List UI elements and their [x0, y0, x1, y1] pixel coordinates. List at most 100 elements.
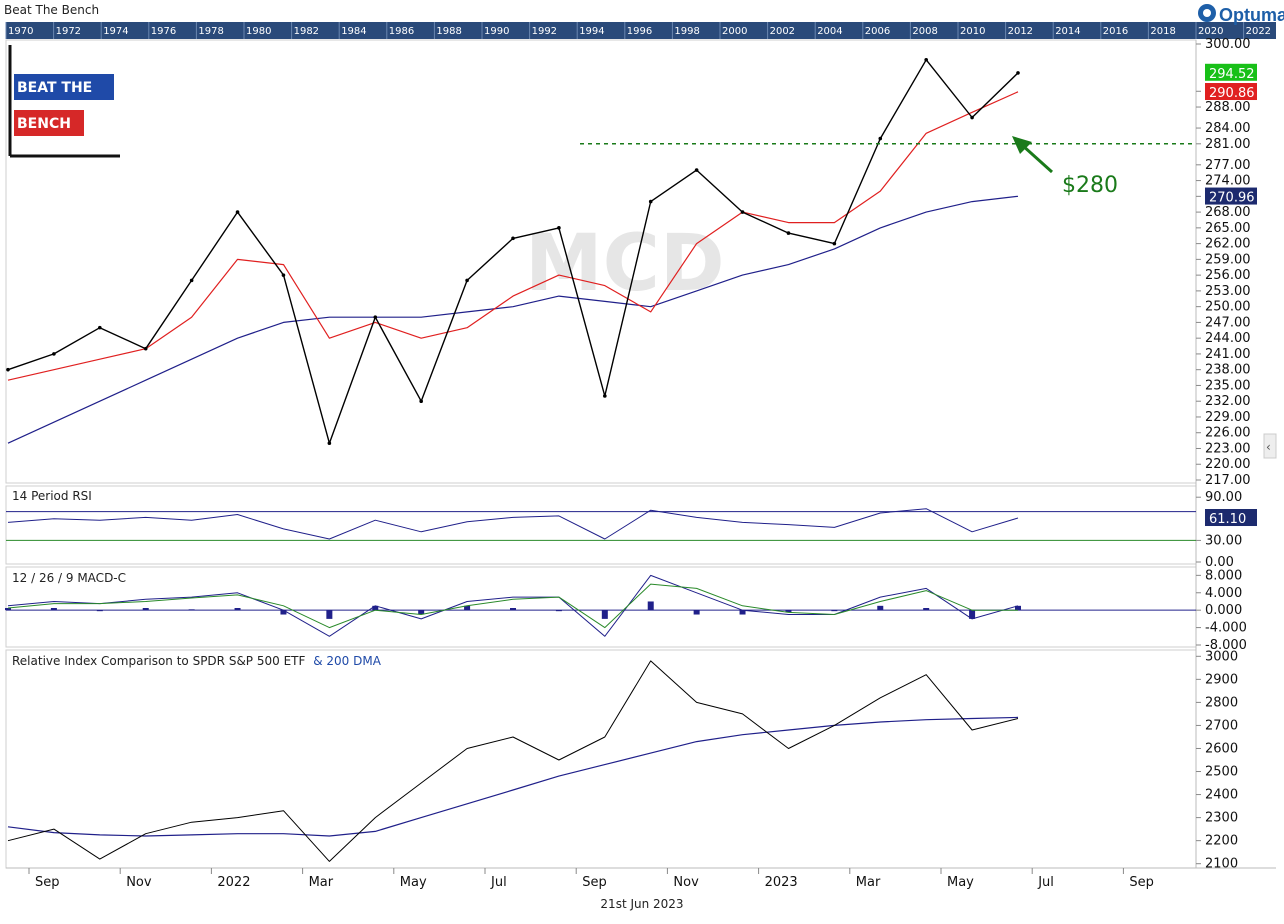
support-arrow-head-icon	[1012, 136, 1032, 154]
timeline-year[interactable]: 1972	[56, 26, 81, 37]
logo-line2: BENCH	[17, 116, 71, 132]
timeline-year[interactable]: 2016	[1103, 26, 1128, 37]
rsi-tick-label: 90.00	[1205, 490, 1242, 505]
macd-histogram-bar	[555, 610, 562, 612]
timeline-year[interactable]: 2008	[912, 26, 937, 37]
timeline-year[interactable]: 2006	[865, 26, 890, 37]
timeline-year[interactable]: 2010	[960, 26, 985, 37]
relative-title-main: Relative Index Comparison to SPDR S&P 50…	[12, 654, 305, 668]
price-tick-label: 238.00	[1205, 363, 1251, 378]
chevron-left-icon[interactable]: ‹	[1266, 440, 1271, 454]
relative-tick-label: 2800	[1205, 695, 1238, 710]
macd-histogram-bar	[418, 610, 425, 615]
slow-ma-badge: 270.96	[1209, 191, 1255, 206]
price-tick-label: 277.00	[1205, 158, 1251, 173]
timeline-year[interactable]: 1976	[151, 26, 176, 37]
price-tick-label: 226.00	[1205, 426, 1251, 441]
x-tick-label: Nov	[673, 875, 699, 890]
price-line	[7, 59, 1019, 444]
price-tick-label: 253.00	[1205, 284, 1251, 299]
timeline-year[interactable]: 1984	[341, 26, 366, 37]
timeline-year[interactable]: 1978	[198, 26, 223, 37]
timeline-year[interactable]: 2004	[817, 26, 842, 37]
macd-histogram-bar	[510, 608, 516, 611]
price-tick-label: 241.00	[1205, 347, 1251, 362]
window-title: Beat The Bench	[4, 3, 99, 17]
price-tick-label: 265.00	[1205, 221, 1251, 236]
price-tick-label: 281.00	[1205, 137, 1251, 152]
rsi-layer	[6, 508, 1196, 541]
price-point	[143, 346, 148, 351]
timeline-year[interactable]: 2018	[1150, 26, 1175, 37]
macd-histogram-bar	[5, 608, 11, 611]
price-point	[281, 273, 286, 277]
price-point	[189, 278, 194, 283]
logo-line2-bg	[14, 110, 84, 136]
x-tick-label: Mar	[309, 875, 334, 890]
price-point	[327, 441, 332, 446]
macd-tick-label: 8.000	[1205, 568, 1242, 583]
slow-ma-line	[7, 195, 1019, 444]
timeline-year[interactable]: 1970	[8, 26, 33, 37]
timeline-year[interactable]: 1986	[389, 26, 414, 37]
x-tick-label: Nov	[126, 875, 152, 890]
macd-title: 12 / 26 / 9 MACD-C	[12, 571, 126, 585]
timeline-year[interactable]: 2014	[1055, 26, 1080, 37]
rsi-panel	[5, 485, 1197, 565]
x-tick-label: Sep	[35, 875, 60, 890]
timeline-year[interactable]: 2002	[770, 26, 795, 37]
symbol-watermark: MCD	[525, 219, 725, 309]
rsi-tick-label: 30.00	[1205, 533, 1242, 548]
relative-dma-line	[7, 716, 1019, 837]
price-badge: 294.52	[1209, 67, 1255, 82]
macd-histogram-bar	[188, 609, 195, 611]
fast-ma-badge-bg	[1205, 83, 1257, 101]
x-tick-label: May	[400, 875, 427, 890]
timeline-year[interactable]: 1982	[294, 26, 319, 37]
panel-scroll-handle[interactable]	[1263, 433, 1277, 459]
macd-histogram-bar	[739, 610, 746, 615]
price-point	[6, 367, 10, 372]
macd-histogram-bar	[647, 601, 654, 611]
brand-name: Optuma	[1219, 5, 1284, 25]
macd-histogram-bar	[1015, 605, 1021, 611]
fast-ma-badge: 290.86	[1209, 86, 1255, 101]
timeline-year[interactable]: 1990	[484, 26, 509, 37]
macd-histogram-bar	[326, 610, 333, 619]
timeline-year[interactable]: 2022	[1246, 26, 1271, 37]
price-point	[603, 394, 607, 398]
price-point	[832, 241, 837, 246]
macd-histogram-bar	[831, 610, 838, 612]
timeline-year[interactable]: 1998	[674, 26, 699, 37]
rsi-line	[7, 508, 1019, 540]
timeline-year[interactable]: 1988	[436, 26, 461, 37]
price-tick-label: 244.00	[1205, 331, 1251, 346]
price-point	[740, 210, 745, 214]
macd-tick-label: 4.000	[1205, 586, 1242, 601]
price-tick-label: 220.00	[1205, 457, 1251, 472]
timeline-year[interactable]: 1992	[532, 26, 557, 37]
date-footer: 21st Jun 2023	[600, 897, 683, 911]
timeline-year[interactable]: 2012	[1008, 26, 1033, 37]
macd-tick-label: 0.000	[1205, 603, 1242, 618]
annotation-layer: $280	[580, 136, 1196, 198]
macd-histogram-bar	[785, 610, 792, 613]
timeline-year[interactable]: 2020	[1198, 26, 1223, 37]
x-tick-label: 2023	[765, 875, 798, 890]
timeline-year[interactable]: 1994	[579, 26, 604, 37]
timeline-year[interactable]: 1974	[103, 26, 128, 37]
relative-tick-label: 3000	[1205, 649, 1238, 664]
price-point	[694, 168, 699, 172]
relative-title: Relative Index Comparison to SPDR S&P 50…	[12, 654, 382, 668]
price-layer	[6, 57, 1020, 446]
x-tick-label: Jul	[490, 875, 507, 890]
macd-layer	[5, 574, 1196, 637]
price-badge-bg	[1205, 63, 1257, 81]
price-tick-label: 250.00	[1205, 300, 1251, 315]
price-point	[924, 57, 928, 62]
timeline-year[interactable]: 1996	[627, 26, 652, 37]
timeline-year[interactable]: 1980	[246, 26, 271, 37]
price-point	[511, 236, 515, 241]
timeline-year[interactable]: 2000	[722, 26, 747, 37]
price-point	[465, 278, 469, 283]
